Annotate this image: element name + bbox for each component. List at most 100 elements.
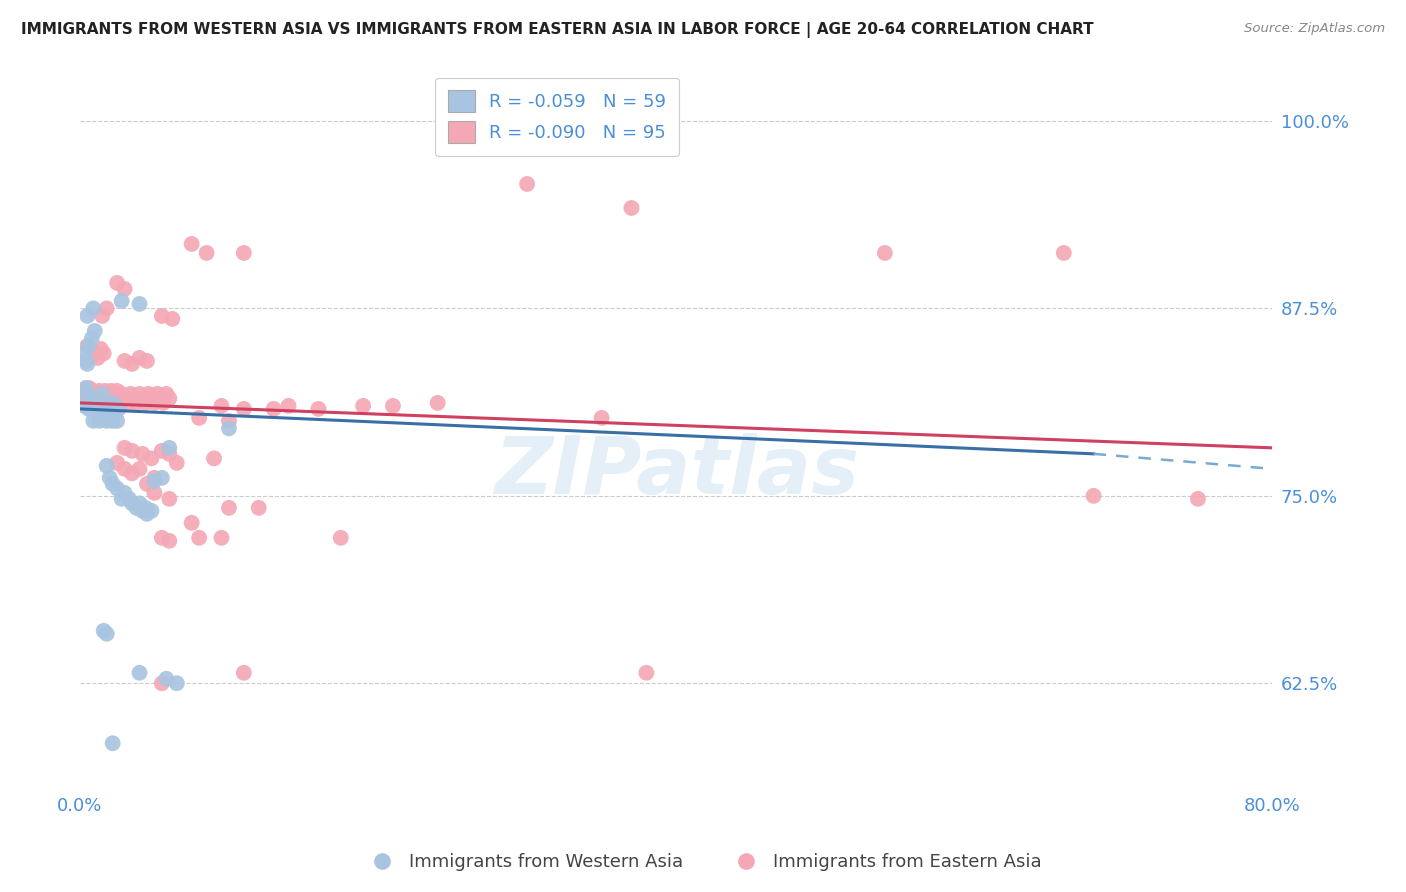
Point [96,301,118,316]
Point [79,387,101,401]
Point [108,396,131,410]
Point [232,401,254,416]
Point [101,736,124,750]
Point [80,396,103,410]
Point [76,357,98,371]
Point [146,387,169,401]
Point [166,456,188,470]
Point [104,399,127,413]
Point [93,396,115,410]
Point [138,387,160,401]
Point [516,177,538,191]
Point [75,354,97,368]
Point [162,312,184,326]
Point [1053,246,1076,260]
Point [76,387,98,401]
Point [307,401,329,416]
Point [94,399,117,413]
Point [329,531,352,545]
Point [141,392,163,406]
Point [131,392,153,406]
Point [232,246,254,260]
Point [110,491,132,506]
Point [131,447,153,461]
Point [188,531,211,545]
Point [150,531,173,545]
Point [101,414,124,428]
Point [114,282,136,296]
Point [73,384,96,398]
Point [82,414,104,428]
Point [180,236,202,251]
Point [128,297,150,311]
Point [873,246,896,260]
Legend: Immigrants from Western Asia, Immigrants from Eastern Asia: Immigrants from Western Asia, Immigrants… [357,847,1049,879]
Point [381,399,404,413]
Point [105,414,128,428]
Point [96,392,118,406]
Point [426,396,449,410]
Point [1083,489,1105,503]
Point [118,491,141,506]
Point [128,351,150,365]
Point [77,381,100,395]
Text: IMMIGRANTS FROM WESTERN ASIA VS IMMIGRANTS FROM EASTERN ASIA IN LABOR FORCE | AG: IMMIGRANTS FROM WESTERN ASIA VS IMMIGRAN… [21,22,1094,38]
Point [96,414,118,428]
Point [620,201,643,215]
Point [91,387,114,401]
Point [91,387,114,401]
Point [150,676,173,690]
Point [77,339,100,353]
Point [80,342,103,356]
Point [128,462,150,476]
Point [76,339,98,353]
Point [150,443,173,458]
Point [155,387,177,401]
Point [97,387,120,401]
Point [87,396,110,410]
Point [114,462,136,476]
Point [114,441,136,455]
Point [143,474,166,488]
Point [110,387,132,401]
Point [104,396,127,410]
Point [89,414,111,428]
Point [107,392,129,406]
Point [90,342,112,356]
Point [94,384,117,398]
Point [166,676,188,690]
Point [107,401,129,416]
Point [96,627,118,641]
Point [98,396,121,410]
Point [155,672,177,686]
Point [117,396,139,410]
Point [93,406,115,420]
Point [100,384,122,398]
Text: ZIPatlas: ZIPatlas [494,433,859,510]
Point [128,665,150,680]
Point [98,399,121,413]
Point [80,331,103,345]
Point [152,396,174,410]
Point [87,396,110,410]
Point [75,381,97,395]
Point [82,301,104,316]
Point [202,451,225,466]
Point [218,421,240,435]
Point [157,491,180,506]
Text: Source: ZipAtlas.com: Source: ZipAtlas.com [1244,22,1385,36]
Point [121,357,143,371]
Point [131,504,153,518]
Legend: R = -0.059   N = 59, R = -0.090   N = 95: R = -0.059 N = 59, R = -0.090 N = 95 [434,78,679,156]
Point [141,504,163,518]
Point [80,392,103,406]
Point [211,399,233,413]
Point [195,246,218,260]
Point [120,387,142,401]
Point [98,471,121,485]
Point [180,516,202,530]
Point [136,507,159,521]
Point [110,293,132,308]
Point [105,456,128,470]
Point [89,384,111,398]
